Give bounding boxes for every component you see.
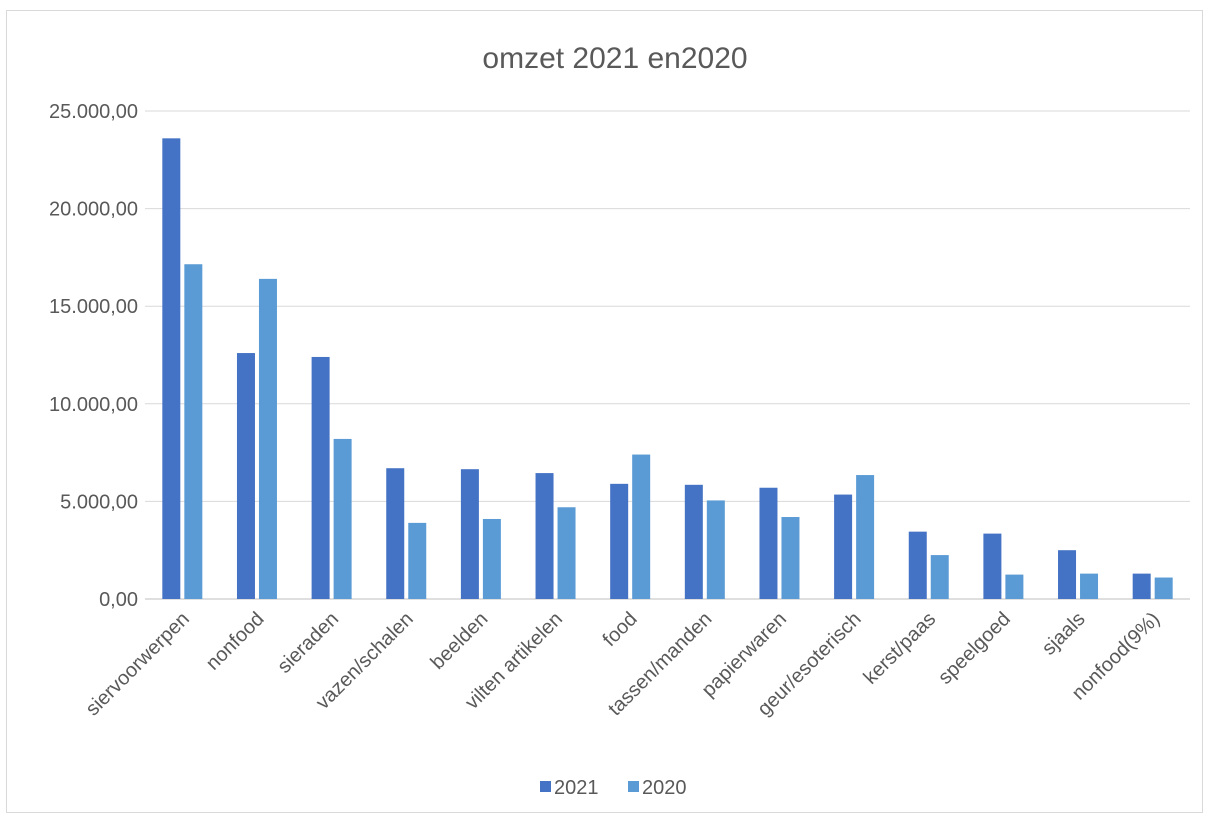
bar-2020 bbox=[632, 454, 651, 599]
gridlines bbox=[145, 110, 1190, 600]
legend-swatch bbox=[628, 781, 639, 792]
x-tick-label: food bbox=[599, 608, 642, 651]
bar-2021 bbox=[610, 483, 629, 599]
legend-swatch bbox=[540, 781, 551, 792]
y-tick-label: 5.000,00 bbox=[60, 491, 138, 513]
bar-2020 bbox=[557, 507, 576, 599]
y-tick-label: 15.000,00 bbox=[49, 296, 138, 318]
bar-2021 bbox=[1132, 573, 1151, 599]
bar-2021 bbox=[535, 473, 554, 599]
y-tick-label: 20.000,00 bbox=[49, 199, 138, 221]
bar-2020 bbox=[258, 278, 277, 599]
bar-2020 bbox=[408, 522, 427, 599]
bar-2021 bbox=[759, 487, 778, 599]
x-tick-label: nonfood bbox=[202, 608, 269, 675]
legend-label: 2020 bbox=[642, 777, 687, 799]
y-tick-label: 0,00 bbox=[99, 589, 138, 611]
bar-2020 bbox=[930, 555, 949, 599]
bar-2021 bbox=[311, 356, 330, 599]
bar-2021 bbox=[460, 469, 479, 599]
x-tick-label: sieraden bbox=[273, 608, 343, 678]
x-tick-label: speelgoed bbox=[934, 608, 1015, 689]
bar-2020 bbox=[482, 518, 501, 599]
y-axis-ticks: 0,00 5.000,00 10.000,00 15.000,00 20.000,00 2… bbox=[49, 101, 138, 611]
bar-2021 bbox=[684, 484, 703, 599]
bar-2020 bbox=[184, 264, 203, 599]
bars bbox=[162, 138, 1173, 599]
bar-2021 bbox=[386, 468, 405, 599]
bar-2020 bbox=[856, 475, 875, 599]
x-tick-label: siervoorwerpen bbox=[82, 608, 194, 720]
y-tick-label: 25.000,00 bbox=[49, 101, 138, 123]
bar-2020 bbox=[706, 500, 725, 599]
bar-2021 bbox=[1058, 550, 1077, 599]
y-tick-label: 10.000,00 bbox=[49, 394, 138, 416]
bar-2021 bbox=[162, 138, 181, 599]
bar-2020 bbox=[781, 517, 800, 599]
x-tick-label: beelden bbox=[427, 608, 493, 674]
bar-2021 bbox=[908, 531, 927, 599]
bar-2020 bbox=[1154, 577, 1173, 599]
bar-2021 bbox=[983, 533, 1002, 599]
chart-title: omzet 2021 en2020 bbox=[482, 42, 747, 75]
x-tick-label: kerst/paas bbox=[859, 608, 940, 689]
bar-2020 bbox=[333, 438, 352, 599]
legend-label: 2021 bbox=[554, 777, 599, 799]
x-tick-label: sjaals bbox=[1038, 608, 1090, 660]
legend: 2021 2020 bbox=[540, 777, 687, 799]
bar-2020 bbox=[1005, 574, 1024, 599]
bar-2020 bbox=[1080, 573, 1099, 599]
x-axis-labels: siervoorwerpen nonfood sieradenvazen/schal… bbox=[82, 608, 1165, 720]
bar-2021 bbox=[236, 353, 255, 599]
chart-frame bbox=[6, 10, 1203, 813]
bar-2021 bbox=[834, 494, 853, 599]
